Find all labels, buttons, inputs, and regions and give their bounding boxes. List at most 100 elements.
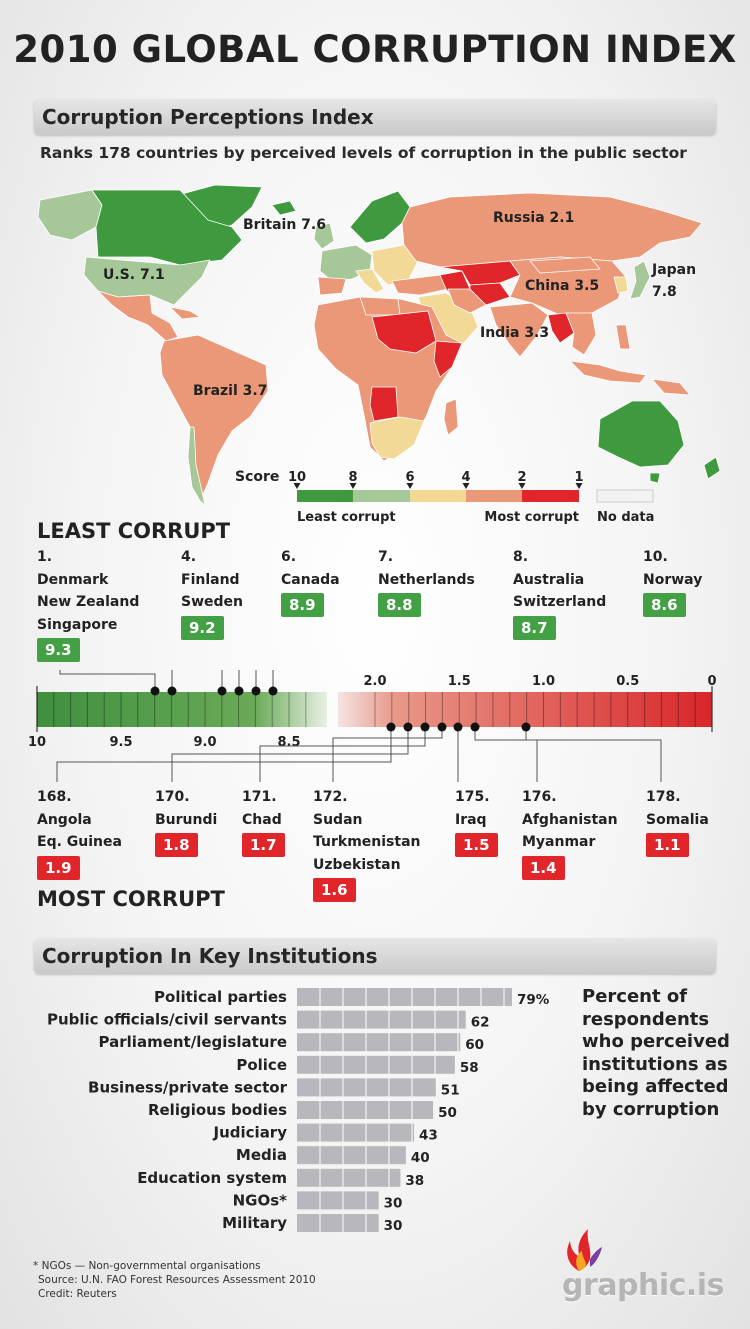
- most-score-dot: [437, 722, 447, 732]
- most-scale-tick-label: 1.0: [532, 674, 555, 689]
- most-score-dot: [386, 722, 396, 732]
- legend-tick-10: 10: [288, 470, 306, 485]
- footnote-credit: Credit: Reuters: [38, 1288, 117, 1300]
- map-angola: [369, 386, 399, 422]
- map-label-britain: Britain 7.6: [243, 217, 326, 233]
- institutions-description: Percent of respondents who perceived ins…: [582, 986, 730, 1120]
- most-corrupt-score-badge: 1.9: [37, 855, 80, 880]
- bar: [297, 1010, 466, 1029]
- map-central-america: [97, 290, 179, 342]
- least-connector-line: [255, 670, 257, 691]
- graphic-is-logo-text: graphic.is: [562, 1268, 724, 1303]
- map-label-us: U.S. 7.1: [103, 267, 165, 283]
- most-corrupt-country: Afghanistan: [522, 811, 618, 828]
- least-corrupt-group: 4. Finland Sweden 9.2: [181, 546, 243, 640]
- least-corrupt-country: Norway: [643, 571, 703, 588]
- least-corrupt-country: New Zealand: [37, 594, 140, 610]
- bar: [297, 1146, 406, 1165]
- least-connector-line: [59, 670, 156, 691]
- most-corrupt-rank: 172.: [313, 789, 348, 805]
- least-corrupt-heading: LEAST CORRUPT: [37, 519, 231, 543]
- most-corrupt-group: 172. Sudan Turkmenistan Uzbekistan 1.6: [313, 786, 420, 903]
- map-myanmar: [547, 312, 575, 344]
- bar: [297, 1123, 415, 1142]
- map-se-asia: [565, 312, 597, 356]
- map-korea: [613, 276, 629, 294]
- legend-tick-1: 1: [574, 470, 583, 485]
- most-scale-tick-label: 1.5: [448, 674, 471, 689]
- map-scandinavia: [349, 190, 411, 244]
- map-britain: [313, 222, 335, 250]
- least-corrupt-rank: 8.: [513, 549, 529, 565]
- most-corrupt-score-badge: 1.7: [242, 833, 285, 857]
- most-corrupt-score-badge: 1.1: [646, 833, 689, 857]
- most-corrupt-rank: 168.: [37, 789, 72, 805]
- legend-tick-marker: [406, 483, 414, 489]
- legend-swatch-3: [466, 490, 522, 502]
- map-iran: [447, 288, 487, 314]
- most-scale-tick-label: 2.0: [363, 674, 386, 689]
- map-indonesia: [569, 360, 647, 384]
- least-corrupt-score-badge: 8.8: [378, 593, 421, 617]
- bar-category-label: Public officials/civil servants: [47, 1011, 287, 1029]
- bar-value-label: 60: [465, 1037, 484, 1053]
- bar-value-label: 50: [438, 1105, 457, 1121]
- bar-category-label: Religious bodies: [148, 1101, 287, 1119]
- bar-value-label: 62: [471, 1015, 490, 1031]
- most-connector-line: [56, 727, 392, 782]
- bar-category-label: Judiciary: [213, 1124, 288, 1142]
- most-scale-tick-label: 0.5: [616, 674, 639, 689]
- map-somalia: [433, 340, 463, 378]
- map-australia: [597, 400, 685, 468]
- bar-category-label: Parliament/legislature: [99, 1033, 287, 1051]
- section-header-cpi-label: Corruption Perceptions Index: [42, 105, 374, 129]
- least-corrupt-rank: 4.: [181, 549, 197, 565]
- bar-category-label: Business/private sector: [88, 1078, 288, 1096]
- map-label-china: China 3.5: [525, 278, 599, 294]
- map-label-russia: Russia 2.1: [493, 210, 574, 226]
- bar-category-label: Education system: [137, 1169, 287, 1187]
- bar-value-label: 30: [384, 1195, 403, 1211]
- map-label-japan: Japan: [651, 262, 696, 278]
- least-scale-tick-label: 9.0: [193, 735, 216, 750]
- most-corrupt-rank: 175.: [455, 789, 490, 805]
- least-score-dot: [150, 686, 160, 696]
- bar-value-label: 58: [460, 1060, 479, 1076]
- least-score-dot: [251, 686, 261, 696]
- bar: [297, 1168, 401, 1187]
- bar-category-label: Media: [236, 1146, 287, 1164]
- bar-category-label: Police: [236, 1056, 287, 1074]
- bar: [297, 1191, 379, 1210]
- least-corrupt-country: Australia: [513, 571, 585, 588]
- map-iceland: [271, 200, 297, 216]
- most-score-dot: [403, 722, 413, 732]
- least-corrupt-country: Canada: [281, 571, 340, 588]
- world-map: Britain 7.6 U.S. 7.1 Russia 2.1 Japan 7.…: [37, 184, 721, 506]
- least-corrupt-score-badge: 9.2: [181, 615, 224, 640]
- least-corrupt-country: Singapore: [37, 616, 118, 633]
- map-chad-sudan: [371, 310, 437, 354]
- section-header-institutions: Corruption In Key Institutions: [34, 938, 716, 974]
- most-corrupt-rank: 178.: [646, 789, 681, 805]
- map-label-brazil: Brazil 3.7: [193, 383, 267, 399]
- legend-tick-2: 2: [517, 470, 526, 485]
- map-label-japan-score: 7.8: [652, 284, 677, 300]
- map-philippines: [615, 324, 631, 350]
- most-connector-line: [171, 727, 409, 782]
- most-corrupt-score-badge: 1.5: [455, 833, 498, 857]
- most-corrupt-group: 176. Afghanistan Myanmar 1.4: [522, 786, 618, 880]
- least-corrupt-rank: 7.: [378, 549, 394, 565]
- bar: [297, 1101, 434, 1119]
- least-corrupt-group: 8. Australia Switzerland 8.7: [513, 546, 606, 640]
- legend-tick-4: 4: [461, 470, 470, 485]
- most-corrupt-group: 168. Angola Eq. Guinea 1.9: [37, 786, 122, 880]
- map-madagascar: [443, 398, 459, 436]
- map-papua: [651, 378, 691, 396]
- map-india: [489, 302, 549, 358]
- map-caribbean: [169, 306, 201, 320]
- legend-score-label: Score: [235, 469, 279, 485]
- least-scale-strip: [37, 692, 327, 727]
- most-corrupt-group: 170. Burundi 1.8: [155, 786, 217, 858]
- bar-value-label: 51: [441, 1082, 460, 1098]
- legend-least-label: Least corrupt: [297, 510, 396, 525]
